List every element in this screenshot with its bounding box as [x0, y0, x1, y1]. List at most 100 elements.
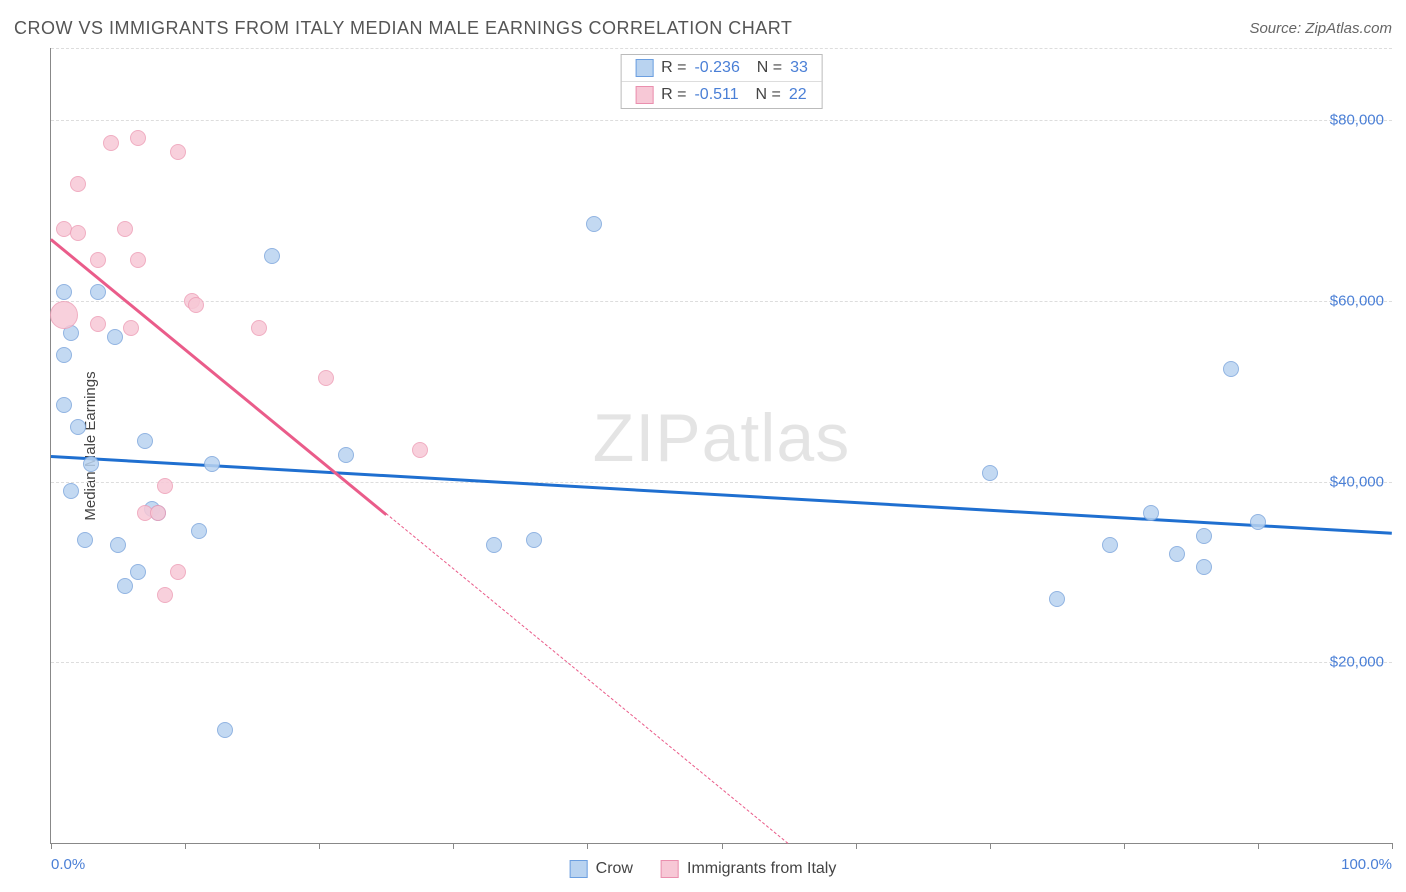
data-point-italy [150, 505, 166, 521]
data-point-crow [77, 532, 93, 548]
data-point-crow [107, 329, 123, 345]
data-point-crow [191, 523, 207, 539]
stats-swatch [635, 59, 653, 77]
trend-line-extrapolated [386, 513, 789, 844]
x-tick-mark [51, 843, 52, 849]
chart-header: CROW VS IMMIGRANTS FROM ITALY MEDIAN MAL… [14, 18, 1392, 39]
gridline [51, 662, 1392, 663]
data-point-crow [586, 216, 602, 232]
x-tick-mark [185, 843, 186, 849]
y-tick-label: $40,000 [1330, 473, 1384, 490]
data-point-crow [90, 284, 106, 300]
y-tick-label: $80,000 [1330, 112, 1384, 129]
data-point-crow [70, 419, 86, 435]
x-tick-mark [1392, 843, 1393, 849]
data-point-italy [50, 301, 78, 329]
data-point-crow [117, 578, 133, 594]
legend-label-italy: Immigrants from Italy [687, 860, 836, 878]
x-tick-mark [856, 843, 857, 849]
data-point-crow [56, 397, 72, 413]
data-point-crow [1102, 537, 1118, 553]
legend-item-crow: Crow [570, 860, 633, 878]
x-label-min: 0.0% [51, 856, 85, 873]
x-tick-mark [990, 843, 991, 849]
watermark: ZIPatlas [593, 399, 850, 477]
watermark-bold: ZIP [593, 400, 702, 476]
data-point-italy [90, 252, 106, 268]
plot-area: ZIPatlas $20,000$40,000$60,000$80,0000.0… [50, 48, 1392, 844]
data-point-crow [1169, 546, 1185, 562]
data-point-crow [83, 456, 99, 472]
data-point-crow [130, 564, 146, 580]
data-point-italy [251, 320, 267, 336]
data-point-italy [412, 442, 428, 458]
data-point-crow [56, 284, 72, 300]
data-point-crow [526, 532, 542, 548]
data-point-italy [157, 478, 173, 494]
data-point-crow [264, 248, 280, 264]
data-point-italy [70, 176, 86, 192]
data-point-crow [982, 465, 998, 481]
data-point-crow [486, 537, 502, 553]
gridline [51, 482, 1392, 483]
stats-r-label: R = [661, 59, 686, 77]
stats-n-value: 33 [790, 59, 808, 77]
data-point-italy [130, 252, 146, 268]
legend-label-crow: Crow [596, 860, 633, 878]
data-point-italy [318, 370, 334, 386]
data-point-crow [1049, 591, 1065, 607]
gridline [51, 120, 1392, 121]
data-point-italy [123, 320, 139, 336]
stats-row-crow: R = -0.236 N = 33 [621, 55, 822, 81]
stats-row-italy: R = -0.511 N = 22 [621, 81, 822, 108]
data-point-italy [90, 316, 106, 332]
legend-item-italy: Immigrants from Italy [661, 860, 836, 878]
x-tick-mark [1258, 843, 1259, 849]
chart-title: CROW VS IMMIGRANTS FROM ITALY MEDIAN MAL… [14, 18, 792, 39]
data-point-italy [157, 587, 173, 603]
gridline [51, 301, 1392, 302]
data-point-crow [1196, 559, 1212, 575]
x-tick-mark [587, 843, 588, 849]
data-point-crow [63, 483, 79, 499]
data-point-italy [170, 564, 186, 580]
stats-r-value: -0.511 [694, 86, 738, 104]
x-label-max: 100.0% [1341, 856, 1392, 873]
data-point-italy [117, 221, 133, 237]
chart-source: Source: ZipAtlas.com [1249, 20, 1392, 37]
y-tick-label: $20,000 [1330, 654, 1384, 671]
stats-n-label: N = [747, 86, 781, 104]
data-point-italy [170, 144, 186, 160]
x-tick-mark [1124, 843, 1125, 849]
legend-swatch-crow [570, 860, 588, 878]
data-point-crow [338, 447, 354, 463]
trend-line [50, 238, 387, 515]
data-point-crow [204, 456, 220, 472]
data-point-crow [110, 537, 126, 553]
data-point-crow [1143, 505, 1159, 521]
legend-swatch-italy [661, 860, 679, 878]
data-point-italy [188, 297, 204, 313]
stats-r-label: R = [661, 86, 686, 104]
x-tick-mark [453, 843, 454, 849]
data-point-crow [137, 433, 153, 449]
data-point-crow [1250, 514, 1266, 530]
trend-line [51, 455, 1392, 534]
gridline [51, 48, 1392, 49]
stats-swatch [635, 86, 653, 104]
data-point-italy [103, 135, 119, 151]
stats-legend: R = -0.236 N = 33R = -0.511 N = 22 [620, 54, 823, 109]
stats-r-value: -0.236 [694, 59, 739, 77]
stats-n-label: N = [748, 59, 782, 77]
x-tick-mark [722, 843, 723, 849]
data-point-crow [56, 347, 72, 363]
watermark-thin: atlas [702, 400, 851, 476]
series-legend: Crow Immigrants from Italy [570, 860, 837, 878]
data-point-italy [130, 130, 146, 146]
data-point-crow [1223, 361, 1239, 377]
data-point-crow [1196, 528, 1212, 544]
data-point-crow [217, 722, 233, 738]
y-tick-label: $60,000 [1330, 292, 1384, 309]
stats-n-value: 22 [789, 86, 807, 104]
data-point-italy [70, 225, 86, 241]
